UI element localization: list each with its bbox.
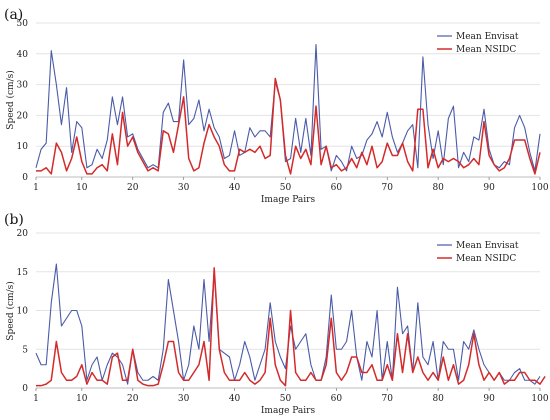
panel-a-gridlines	[36, 22, 540, 178]
x-tick-label: 60	[331, 183, 343, 193]
x-tick-label: 90	[483, 394, 495, 404]
legend-label-envisat: Mean Envisat	[456, 32, 519, 42]
x-tick-label: 20	[127, 394, 139, 404]
x-tick-label: 10	[76, 394, 88, 404]
x-tick-label: 30	[178, 394, 190, 404]
panel-b-x-ticks: 1 10 20 30 40 50 60 70 80 90 100	[33, 388, 549, 404]
panel-a: (a) Speed (cm/s) Image Pairs 0 10 20 30 40 50…	[4, 7, 549, 205]
panel-b-label: (b)	[4, 212, 24, 228]
x-tick-label: 1	[33, 394, 39, 404]
panel-a-y-ticks: 0 10 20 30 40 50	[17, 19, 29, 183]
legend-label-nsidc: Mean NSIDC	[456, 45, 516, 55]
y-tick-label: 0	[22, 173, 28, 183]
y-tick-label: 10	[17, 142, 29, 152]
x-tick-label: 10	[76, 183, 88, 193]
panel-a-series	[35, 44, 541, 175]
legend-label-envisat: Mean Envisat	[456, 241, 519, 251]
panel-a-legend: Mean Envisat Mean NSIDC	[437, 32, 519, 55]
panel-a-x-axis-title: Image Pairs	[261, 195, 316, 205]
x-tick-label: 80	[432, 394, 444, 404]
x-tick-label: 40	[229, 394, 241, 404]
series-line-nsidc	[36, 267, 546, 387]
x-tick-label: 60	[331, 394, 343, 404]
x-tick-label: 100	[531, 183, 548, 193]
x-tick-label: 80	[432, 183, 444, 193]
x-tick-label: 100	[531, 394, 548, 404]
legend-label-nsidc: Mean NSIDC	[456, 254, 516, 264]
panel-a-y-axis-title: Speed (cm/s)	[5, 70, 16, 129]
x-tick-label: 20	[127, 183, 139, 193]
panel-b-y-axis-title: Speed (cm/s)	[5, 281, 16, 340]
panel-b-y-ticks: 0 5 10 15 20	[17, 229, 29, 394]
panel-b-x-axis-title: Image Pairs	[261, 406, 316, 416]
series-line-nsidc	[36, 77, 541, 175]
y-tick-label: 0	[22, 384, 28, 394]
y-tick-label: 20	[17, 229, 29, 239]
series-line-envisat	[35, 44, 541, 172]
panel-a-label: (a)	[4, 7, 23, 23]
panel-b-series	[35, 263, 546, 387]
series-line-envisat	[35, 263, 541, 385]
y-tick-label: 10	[17, 307, 29, 317]
x-tick-label: 70	[382, 394, 394, 404]
y-tick-label: 30	[17, 81, 29, 91]
x-tick-label: 1	[33, 183, 39, 193]
y-tick-label: 15	[17, 268, 29, 278]
panel-a-x-ticks: 1 10 20 30 40 50 60 70 80 90 100	[33, 177, 549, 193]
panel-b-legend: Mean Envisat Mean NSIDC	[437, 241, 519, 264]
y-tick-label: 40	[17, 50, 29, 60]
x-tick-label: 50	[280, 183, 292, 193]
y-tick-label: 20	[17, 111, 29, 121]
x-tick-label: 40	[229, 183, 241, 193]
y-tick-label: 50	[17, 19, 29, 29]
y-tick-label: 5	[22, 345, 28, 355]
x-tick-label: 50	[280, 394, 292, 404]
x-tick-label: 30	[178, 183, 190, 193]
x-tick-label: 70	[382, 183, 394, 193]
x-tick-label: 90	[483, 183, 495, 193]
